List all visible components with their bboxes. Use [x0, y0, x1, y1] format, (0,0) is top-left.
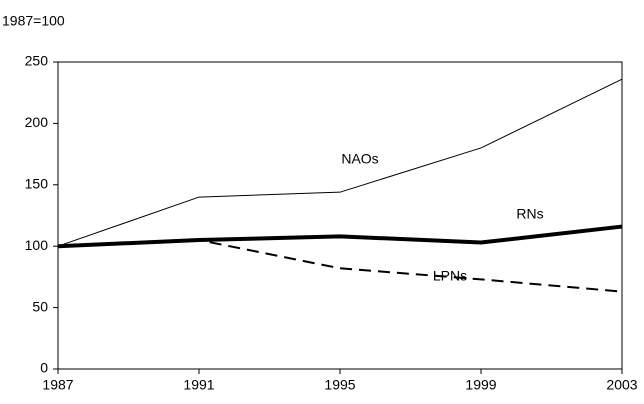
- x-tick-label: 1995: [324, 377, 355, 393]
- y-tick-label: 150: [25, 176, 49, 192]
- x-tick-label: 1991: [183, 377, 214, 393]
- series-label: RNs: [516, 206, 543, 222]
- y-axis-label: 1987=100: [2, 13, 65, 29]
- series-label: NAOs: [341, 151, 378, 167]
- y-tick-label: 100: [25, 237, 49, 253]
- y-tick-label: 0: [40, 360, 48, 376]
- x-tick-label: 2003: [606, 377, 637, 393]
- y-tick-label: 50: [32, 298, 48, 314]
- series-line: [57, 239, 623, 293]
- y-tick-label: 250: [25, 53, 49, 69]
- x-tick-label: 1999: [465, 377, 496, 393]
- series-line: [57, 224, 623, 249]
- y-tick-label: 200: [25, 114, 49, 130]
- series-label: LPNs: [433, 268, 467, 284]
- x-tick-label: 1987: [42, 377, 73, 393]
- series-line: [57, 78, 623, 247]
